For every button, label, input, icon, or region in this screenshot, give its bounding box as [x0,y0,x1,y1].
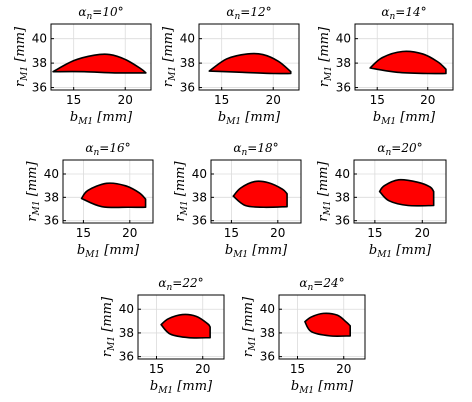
feasible-region [208,52,292,75]
panel-title: αn=20° [377,141,422,158]
x-axis-label: bM1 [mm] [150,379,213,396]
y-tick-label: 38 [180,56,195,70]
plot-border [210,159,302,224]
x-tick-label: 15 [76,226,91,240]
panel: 15 20 36 38 40 αn=18° bM1 [mm] rM1 [mm] [173,141,302,260]
y-tick-label: 40 [336,32,351,46]
panel-title: αn=22° [158,276,203,293]
y-axis-label: rM1 [mm] [241,296,258,357]
x-axis-label: bM1 [mm] [218,110,281,127]
y-tick-label: 36 [32,81,47,95]
panel: 15 20 36 38 40 αn=16° bM1 [mm] rM1 [mm] [25,141,154,260]
panel: 15 20 36 38 40 αn=14° bM1 [mm] rM1 [mm] [317,5,454,127]
panel: 15 20 36 38 40 αn=20° bM1 [mm] rM1 [mm] [316,141,447,260]
plot-border [62,159,154,224]
y-tick-label: 38 [192,190,207,204]
feasible-region [232,180,288,209]
x-axis-label: bM1 [mm] [70,110,133,127]
y-tick-label: 38 [260,326,275,340]
y-tick-label: 36 [44,214,59,228]
x-tick-label: 20 [270,226,285,240]
plot-border [50,23,152,91]
x-tick-label: 20 [336,362,351,376]
y-tick-label: 36 [119,350,134,364]
plot-border [198,23,300,91]
feasible-region [80,182,147,209]
feasible-region [378,178,435,207]
plot-border [137,294,225,360]
y-tick-label: 36 [260,350,275,364]
feasible-region [160,313,211,339]
x-tick-label: 15 [370,93,385,107]
y-tick-label: 40 [260,302,275,316]
panel-title: αn=18° [233,141,278,158]
y-axis-label: rM1 [mm] [173,161,190,222]
y-tick-label: 36 [335,214,350,228]
plot-border [354,23,454,91]
feasible-region [369,50,447,75]
y-tick-label: 40 [180,32,195,46]
y-tick-label: 38 [32,56,47,70]
x-tick-label: 15 [290,362,305,376]
x-tick-label: 20 [266,93,281,107]
x-axis-label: bM1 [mm] [77,243,140,260]
y-tick-label: 40 [44,167,59,181]
y-axis-label: rM1 [mm] [317,26,334,87]
panel: 15 20 36 38 40 αn=24° bM1 [mm] rM1 [mm] [241,276,366,396]
panel: 15 20 36 38 40 αn=10° bM1 [mm] rM1 [mm] [13,5,152,127]
panel-title: αn=12° [226,5,271,22]
y-tick-label: 38 [336,56,351,70]
y-axis-label: rM1 [mm] [161,26,178,87]
x-axis-label: bM1 [mm] [225,243,288,260]
y-tick-label: 36 [192,214,207,228]
x-tick-label: 20 [195,362,210,376]
y-tick-label: 36 [180,81,195,95]
y-axis-label: rM1 [mm] [100,296,117,357]
x-tick-label: 15 [66,93,81,107]
x-tick-label: 15 [224,226,239,240]
panel-title: αn=14° [381,5,426,22]
panel-title: αn=24° [299,276,344,293]
feasible-region [304,312,351,337]
feasible-region [52,53,147,74]
y-tick-label: 38 [335,190,350,204]
x-tick-label: 15 [367,226,382,240]
y-tick-label: 40 [192,167,207,181]
x-axis-label: bM1 [mm] [369,243,432,260]
x-tick-label: 15 [214,93,229,107]
x-axis-label: bM1 [mm] [373,110,436,127]
y-axis-label: rM1 [mm] [13,26,30,87]
plot-border [353,159,447,224]
y-axis-label: rM1 [mm] [25,161,42,222]
y-tick-label: 40 [119,302,134,316]
x-tick-label: 20 [118,93,133,107]
panel-title: αn=16° [85,141,130,158]
x-tick-label: 15 [149,362,164,376]
y-tick-label: 38 [44,190,59,204]
y-tick-label: 40 [335,167,350,181]
y-tick-label: 38 [119,326,134,340]
plot-border [278,294,366,360]
x-tick-label: 20 [415,226,430,240]
panel-title: αn=10° [78,5,123,22]
x-tick-label: 20 [122,226,137,240]
panel: 15 20 36 38 40 αn=12° bM1 [mm] rM1 [mm] [161,5,300,127]
y-axis-label: rM1 [mm] [316,161,333,222]
y-tick-label: 36 [336,81,351,95]
x-tick-label: 20 [420,93,435,107]
y-tick-label: 40 [32,32,47,46]
panel: 15 20 36 38 40 αn=22° bM1 [mm] rM1 [mm] [100,276,225,396]
x-axis-label: bM1 [mm] [291,379,354,396]
